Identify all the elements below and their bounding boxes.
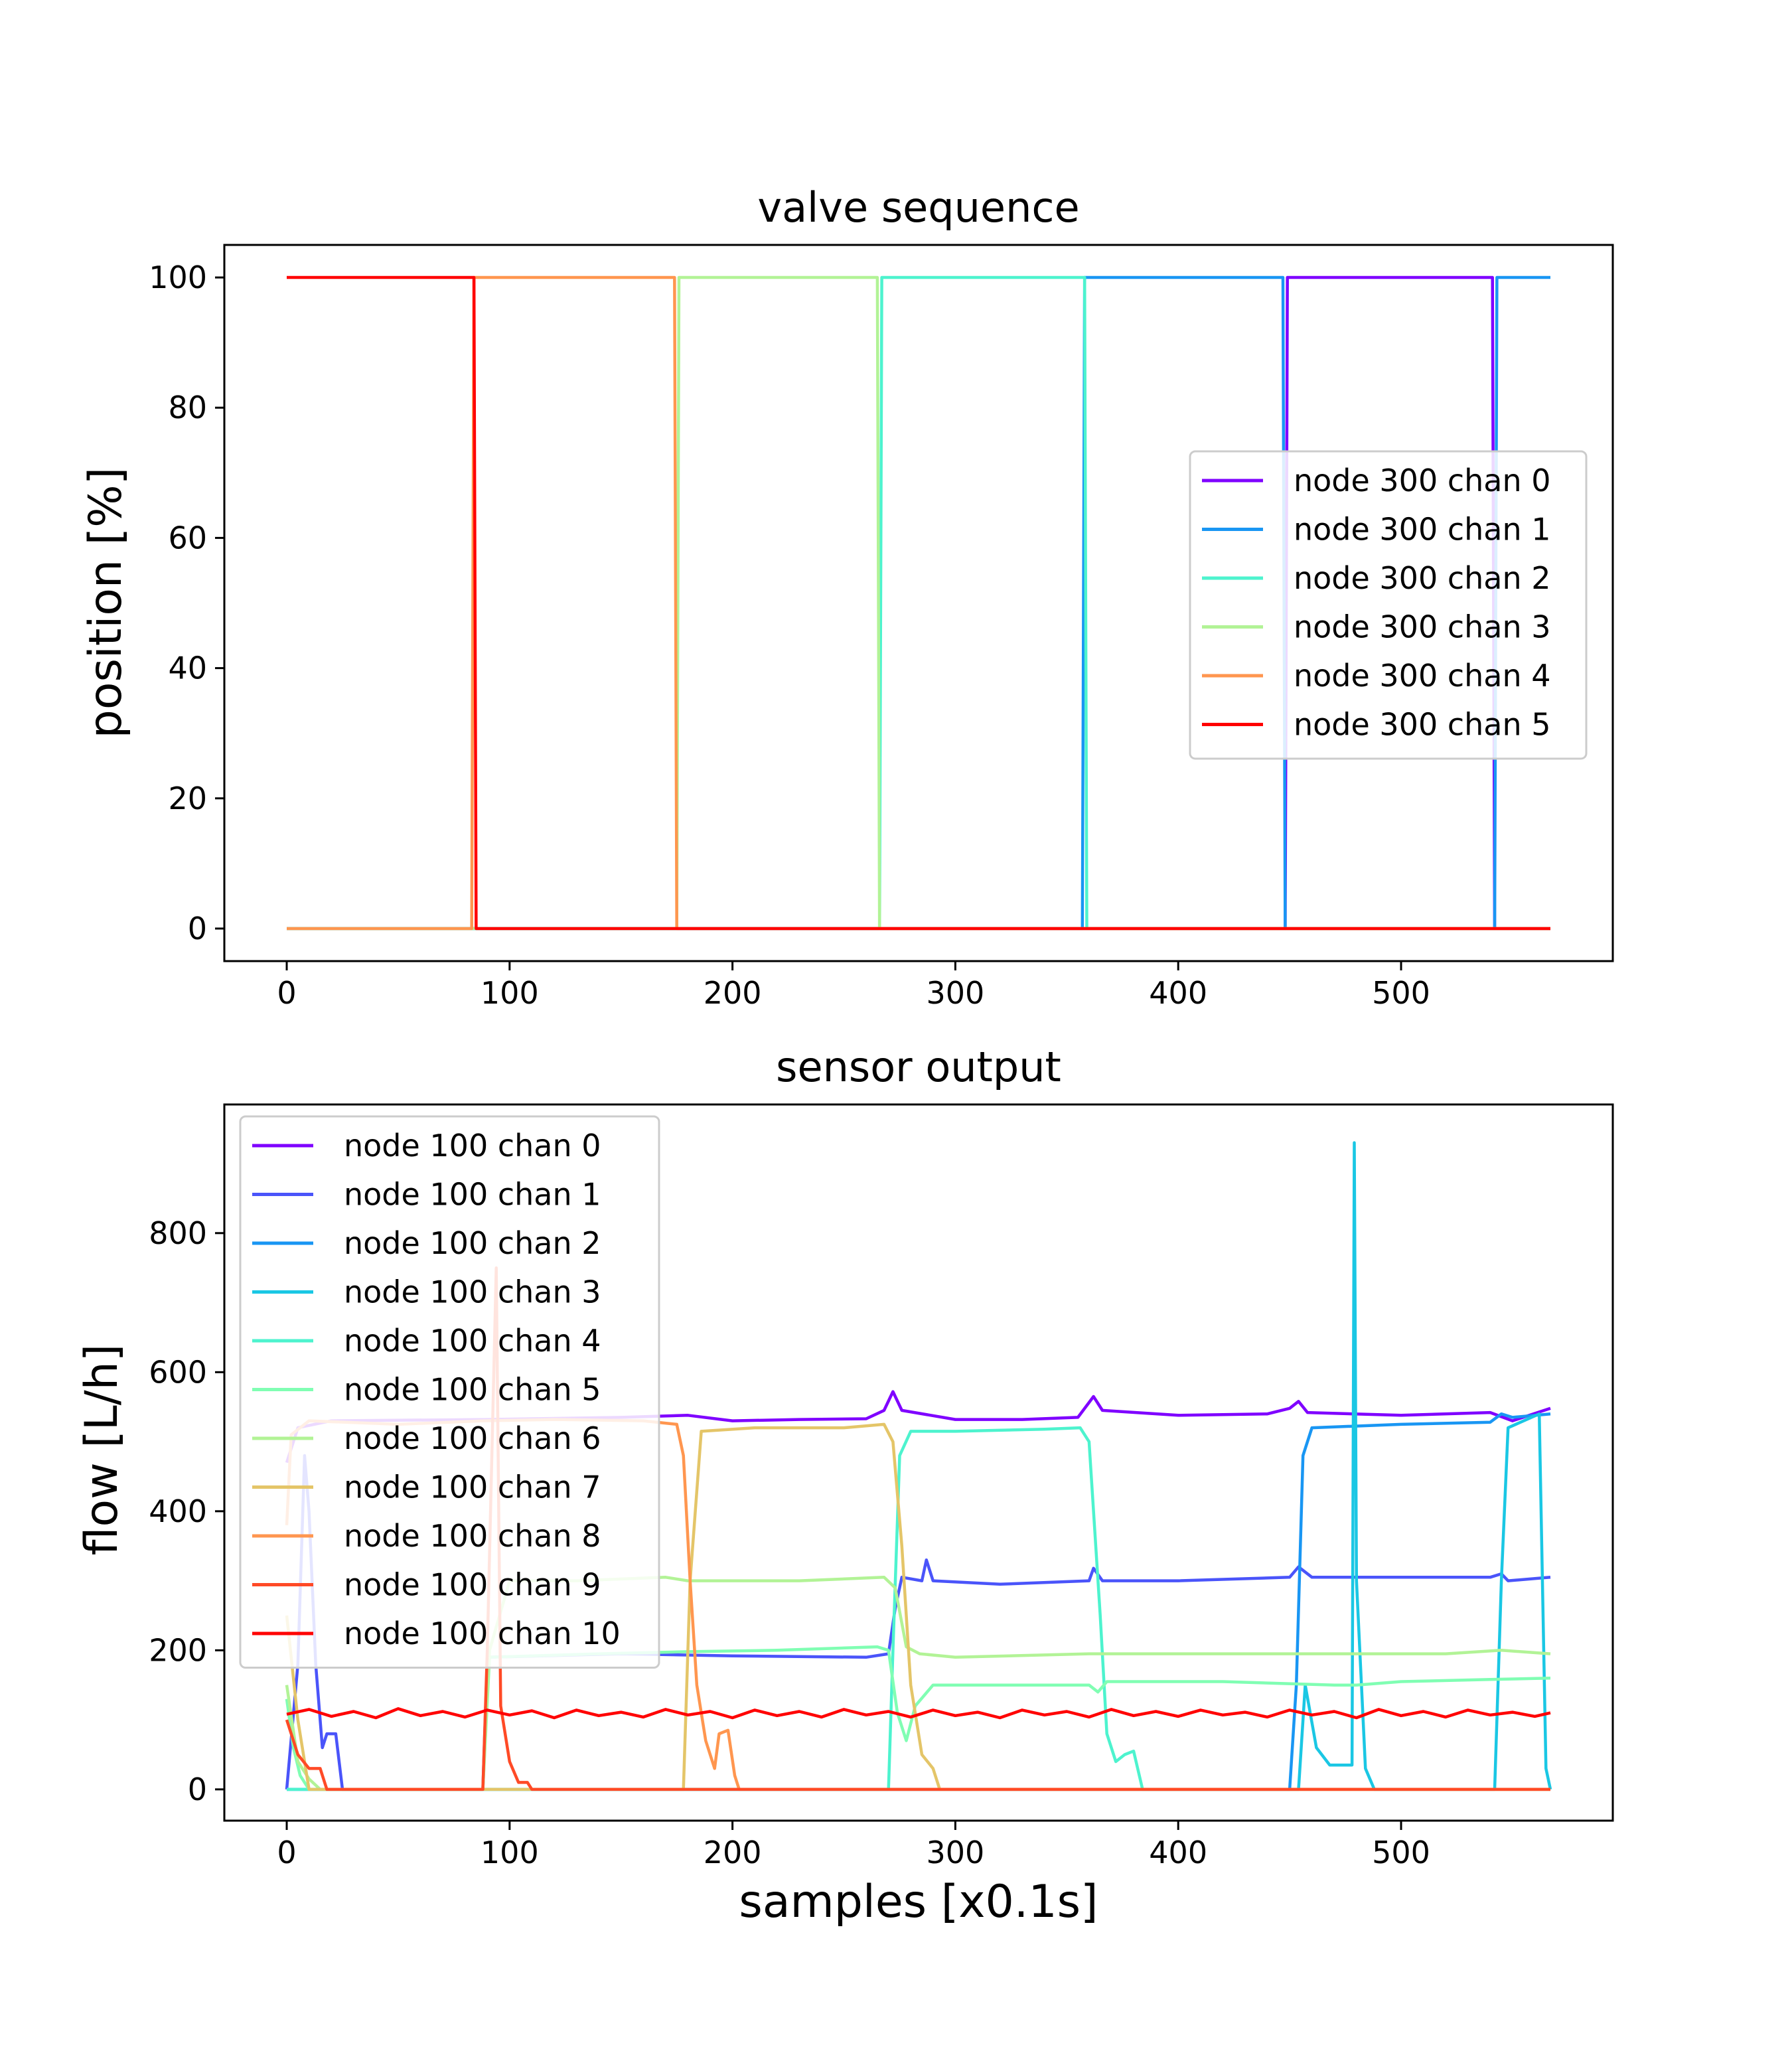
legend-label: node 100 chan 10 xyxy=(344,1616,621,1651)
series-line-4 xyxy=(287,1426,1550,1791)
valve-sequence-chart: valve sequence 0 100 200 300 400 500 0 20 40 60 8… xyxy=(80,183,1614,1011)
legend-label: node 100 chan 0 xyxy=(344,1128,601,1164)
series-line-5 xyxy=(287,275,1550,931)
legend-label: node 100 chan 1 xyxy=(344,1177,601,1213)
legend-label: node 300 chan 3 xyxy=(1294,609,1551,645)
y-tick-label: 600 xyxy=(149,1354,207,1390)
y-tick-label: 80 xyxy=(168,390,207,425)
x-tick-label: 300 xyxy=(926,975,984,1011)
x-tick-label: 500 xyxy=(1372,975,1430,1011)
y-tick-label: 0 xyxy=(188,1772,207,1807)
y-axis-label: position [%] xyxy=(80,467,132,739)
legend-box xyxy=(1189,450,1588,760)
legend-label: node 100 chan 9 xyxy=(344,1567,601,1603)
legend-label: node 100 chan 6 xyxy=(344,1420,601,1456)
legend-label: node 100 chan 7 xyxy=(344,1470,601,1505)
y-tick-label: 20 xyxy=(168,781,207,816)
series-line-10 xyxy=(286,1707,1551,1720)
x-tick-label: 0 xyxy=(277,1835,296,1870)
legend-label: node 300 chan 5 xyxy=(1294,707,1551,743)
legend-label: node 300 chan 4 xyxy=(1294,658,1551,694)
series-line-7 xyxy=(285,1422,1550,1791)
chart-title: sensor output xyxy=(776,1043,1061,1091)
legend: node 100 chan 0 node 100 chan 1 node 100 c… xyxy=(239,1115,660,1669)
x-tick-label: 0 xyxy=(277,975,296,1011)
y-axis-ticks: 0 20 40 60 80 100 xyxy=(149,260,224,947)
x-tick-label: 100 xyxy=(481,1835,539,1870)
y-axis-ticks: 0 200 400 600 800 xyxy=(149,1215,224,1807)
legend-label: node 100 chan 5 xyxy=(344,1372,601,1408)
x-tick-label: 200 xyxy=(704,1835,762,1870)
y-tick-label: 800 xyxy=(149,1215,207,1251)
y-tick-label: 60 xyxy=(168,520,207,556)
chart-title: valve sequence xyxy=(757,183,1079,232)
x-tick-label: 400 xyxy=(1149,1835,1207,1870)
x-axis-ticks: 0 100 200 300 400 500 xyxy=(277,961,1430,1011)
legend-label: node 100 chan 3 xyxy=(344,1274,601,1310)
axes-frame xyxy=(223,244,1614,962)
y-tick-label: 0 xyxy=(188,911,207,947)
y-tick-label: 100 xyxy=(149,260,207,295)
legend-label: node 100 chan 2 xyxy=(344,1225,601,1261)
x-tick-label: 500 xyxy=(1372,1835,1430,1870)
sensor-output-chart: sensor output 0 100 200 300 400 500 0 200 400 60… xyxy=(76,1043,1614,1928)
x-axis-ticks: 0 100 200 300 400 500 xyxy=(277,1821,1430,1870)
legend-label: node 100 chan 4 xyxy=(344,1323,601,1359)
axes-frame xyxy=(223,1103,1614,1822)
legend-label: node 300 chan 1 xyxy=(1294,512,1551,548)
legend-label: node 300 chan 0 xyxy=(1294,463,1551,498)
y-tick-label: 200 xyxy=(149,1632,207,1668)
legend: node 300 chan 0 node 300 chan 1 node 300 c… xyxy=(1189,450,1588,760)
y-axis-label: flow [L/h] xyxy=(76,1344,128,1556)
x-tick-label: 200 xyxy=(704,975,762,1011)
x-axis-label: samples [x0.1s] xyxy=(739,1876,1098,1928)
x-tick-label: 100 xyxy=(481,975,539,1011)
legend-label: node 100 chan 8 xyxy=(344,1518,601,1554)
x-tick-label: 300 xyxy=(926,1835,984,1870)
x-tick-label: 400 xyxy=(1149,975,1207,1011)
series-line-3 xyxy=(287,1141,1552,1791)
plot-area xyxy=(285,1141,1552,1791)
y-tick-label: 400 xyxy=(149,1493,207,1529)
legend-box xyxy=(239,1115,660,1669)
legend-label: node 300 chan 2 xyxy=(1294,560,1551,596)
series-line-1 xyxy=(285,1454,1551,1791)
y-tick-label: 40 xyxy=(168,650,207,686)
